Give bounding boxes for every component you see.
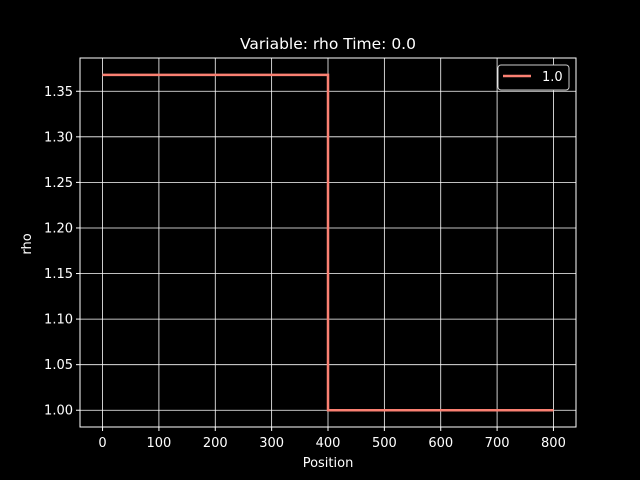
chart-title: Variable: rho Time: 0.0 — [240, 35, 416, 53]
x-tick-label: 0 — [98, 436, 106, 451]
x-tick-label: 300 — [259, 436, 284, 451]
x-tick-label: 100 — [146, 436, 171, 451]
plot-lines — [102, 73, 554, 412]
x-axis-ticks: 0 100 200 300 400 500 600 700 800 — [98, 427, 566, 451]
x-tick-label: 500 — [372, 436, 397, 451]
y-tick-label: 1.05 — [44, 358, 73, 373]
x-tick-label: 700 — [485, 436, 510, 451]
y-tick-label: 1.10 — [44, 313, 73, 328]
y-tick-label: 1.35 — [44, 85, 73, 100]
legend-box — [497, 64, 570, 91]
y-tick-label: 1.25 — [44, 176, 73, 191]
legend: 1.0 — [497, 64, 570, 91]
y-tick-label: 1.15 — [44, 267, 73, 282]
x-tick-label: 600 — [428, 436, 453, 451]
legend-label-1-0: 1.0 — [542, 70, 563, 85]
x-tick-label: 400 — [316, 436, 341, 451]
x-tick-label: 200 — [203, 436, 228, 451]
y-axis-label: rho — [20, 233, 35, 254]
series-line-0 — [102, 73, 554, 412]
y-axis-ticks: 1.00 1.05 1.10 1.15 1.20 1.25 1.30 1.35 — [44, 85, 80, 419]
y-tick-label: 1.20 — [44, 221, 73, 236]
y-tick-label: 1.30 — [44, 130, 73, 145]
x-tick-label: 800 — [541, 436, 566, 451]
y-tick-label: 1.00 — [44, 404, 73, 419]
x-axis-label: Position — [303, 456, 354, 471]
